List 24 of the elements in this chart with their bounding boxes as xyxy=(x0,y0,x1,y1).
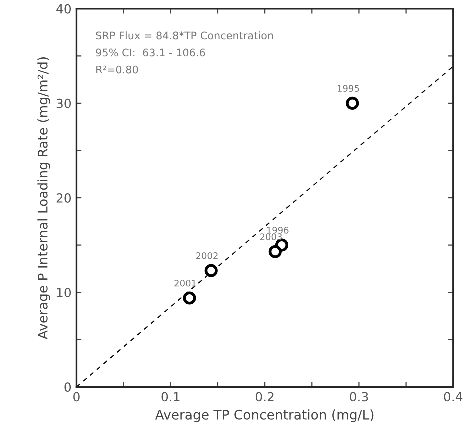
x-tick-label: 0.4 xyxy=(444,392,463,402)
point xyxy=(183,292,196,305)
annotation: 2002 xyxy=(196,252,218,260)
annotation: 2003 xyxy=(260,234,282,240)
annotation: 1995 xyxy=(338,85,360,92)
annotation: 1996 xyxy=(267,227,289,234)
x-axis-title: Average TP Concentration (mg/L) xyxy=(155,410,374,422)
y-tick-label: 0 xyxy=(64,382,72,392)
x-tick-label: 0.1 xyxy=(162,392,180,402)
annotation: 2001 xyxy=(174,280,196,287)
point xyxy=(268,245,282,258)
y-tick-label: 10 xyxy=(57,288,72,298)
point xyxy=(204,264,218,278)
annotation: SRP Flux = 84.8*TP Concentration xyxy=(96,32,274,40)
annotation: 95% CI: 63.1 - 106.6 xyxy=(96,48,206,57)
x-tick-label: 0 xyxy=(74,392,80,402)
x-tick-label: 0.3 xyxy=(350,392,368,402)
y-tick-label: 30 xyxy=(56,98,72,108)
x-tick-label: 0.2 xyxy=(256,392,274,402)
y-tick-label: 40 xyxy=(56,4,72,14)
y-axis-title: Average P Internal Loading Rate (mg/m²/d) xyxy=(38,58,50,340)
point xyxy=(346,96,360,110)
y-tick-label: 20 xyxy=(56,193,72,203)
annotation: R²=0.80 xyxy=(96,66,138,74)
